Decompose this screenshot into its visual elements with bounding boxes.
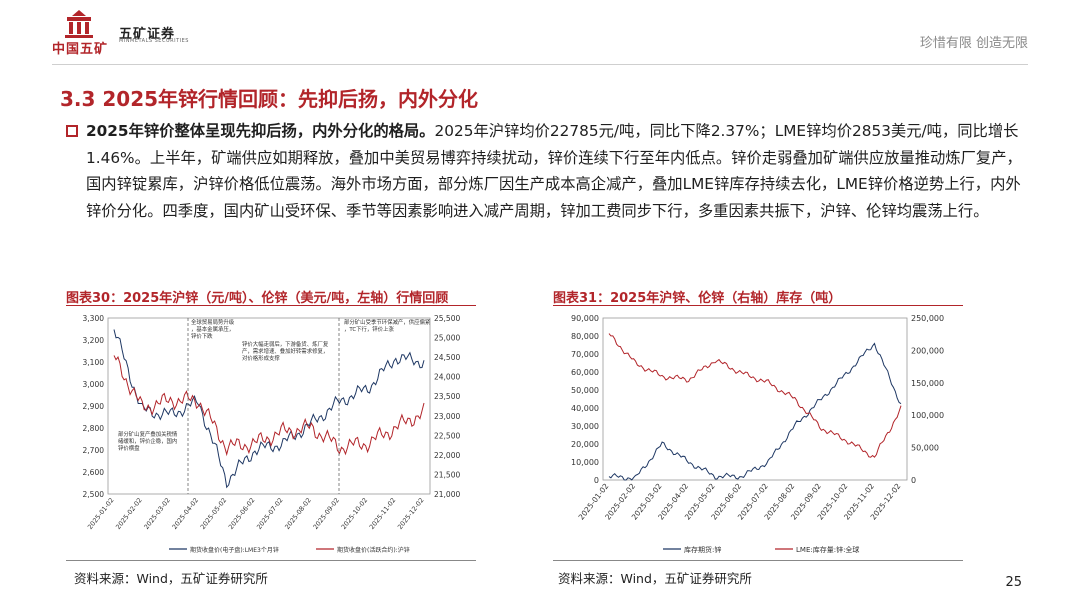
annotation-line: 绪缓和，锌价企稳，国内 (118, 437, 177, 445)
left-tick-label: 0 (594, 476, 599, 485)
series-line-0 (113, 329, 425, 489)
legend-label-1: LME:库存量:锌:全球 (796, 545, 859, 554)
right-tick-label: 24,500 (434, 353, 460, 362)
right-tick-label: 50,000 (911, 444, 939, 453)
right-tick-label: 22,000 (434, 451, 460, 460)
left-tick-label: 3,300 (83, 314, 105, 323)
brand-name: 五矿证券 (119, 27, 176, 42)
right-tick-label: 100,000 (911, 411, 944, 420)
left-tick-label: 3,200 (83, 336, 105, 345)
annotation-line: 锌价下跌 (191, 332, 213, 340)
slogan: 珍惜有限 创造无限 (919, 36, 1028, 51)
left-tick-label: 30,000 (571, 422, 599, 431)
annotation-line: 对价格形成支撑 (242, 354, 280, 362)
header-divider (52, 64, 1028, 65)
left-tick-label: 2,600 (83, 468, 105, 477)
series-line-1 (113, 355, 425, 457)
left-tick-label: 2,700 (83, 446, 105, 455)
left-tick-label: 50,000 (571, 386, 599, 395)
left-tick-label: 2,500 (83, 490, 105, 499)
right-tick-label: 200,000 (911, 346, 944, 355)
plot-frame (107, 317, 431, 495)
x-tick-label: 2025-11-02 (368, 496, 398, 531)
chart1-bottom-rule (66, 560, 476, 561)
right-tick-label: 250,000 (911, 314, 944, 323)
right-tick-label: 22,500 (434, 431, 460, 440)
x-tick-label: 2025-06-02 (227, 496, 257, 531)
chart1-title: 图表30：2025年沪锌（元/吨）、伦锌（美元/吨，左轴）行情回顾 (66, 291, 449, 306)
annotation-line: ，TC下行，锌价上涨 (344, 325, 394, 333)
chart2-source: 资料来源：Wind，五矿证券研究所 (558, 571, 752, 586)
x-tick-label: 2025-07-02 (255, 496, 285, 531)
chart2-zinc-inventory: 0 10,000 20,000 30,000 40,000 50,000 60,000 70,… (571, 314, 944, 554)
left-tick-label: 70,000 (571, 350, 599, 359)
legend-label-0: 期货收盘价(电子盘):LME3个月锌 (190, 546, 279, 554)
annotation-line: ，基本金属承压， (191, 325, 234, 333)
page-number: 25 (1005, 575, 1022, 590)
chart-annotation-2: 部分矿山复产叠加关税情绪缓和，锌价企稳，国内锌价横盘 (118, 430, 178, 452)
right-tick-label: 25,000 (434, 334, 460, 343)
square-bullet-icon (66, 125, 78, 137)
chart2-bottom-rule (553, 560, 963, 561)
chart2-title: 图表31：2025年沪锌、伦锌（右轴）库存（吨） (553, 291, 842, 306)
paragraph-lead: 2025年锌价整体呈现先抑后扬，内外分化的格局。 (86, 122, 435, 140)
left-tick-label: 3,100 (83, 358, 105, 367)
right-tick-label: 0 (911, 476, 916, 485)
right-tick-label: 23,000 (434, 412, 460, 421)
left-tick-label: 3,000 (83, 380, 105, 389)
brand-name-en: MINMETALS SECURITIES (119, 38, 189, 44)
annotation-line: 全球贸易局势升级 (191, 318, 235, 326)
company-name: 中国五矿 (52, 42, 109, 57)
paragraph-body: 2025年沪锌均价22785元/吨，同比下降2.37%；LME锌均价2853美元… (86, 122, 1022, 220)
x-tick-label: 2025-12-02 (396, 496, 426, 531)
left-tick-label: 20,000 (571, 440, 599, 449)
chart1-title-underline (66, 305, 476, 306)
right-tick-label: 23,500 (434, 392, 460, 401)
annotation-line: 部分矿山复产叠加关税情 (118, 430, 178, 438)
right-tick-label: 150,000 (911, 379, 944, 388)
x-tick-label: 2025-02-02 (114, 496, 144, 531)
legend-label-0: 库存期货:锌 (684, 545, 721, 554)
plot-frame (602, 317, 908, 481)
x-tick-label: 2025-09-02 (311, 496, 341, 531)
left-tick-label: 40,000 (571, 404, 599, 413)
annotation-line: 锌价大幅走弱后，下游备货、炼厂复 (242, 340, 329, 348)
right-tick-label: 24,000 (434, 373, 460, 382)
chart1-source: 资料来源：Wind，五矿证券研究所 (74, 571, 268, 586)
x-tick-label: 2025-08-02 (283, 496, 313, 531)
series-line-0 (608, 342, 902, 481)
chart-annotation-1: 锌价大幅走弱后，下游备货、炼厂复产，需求增速、叠加好转需求修复，对价格形成支撑 (242, 340, 329, 362)
legend-label-1: 期货收盘价(活跃合约):沪锌 (337, 546, 410, 554)
right-tick-label: 25,500 (434, 314, 460, 323)
x-tick-label: 2025-10-02 (340, 496, 370, 531)
left-tick-label: 2,800 (83, 424, 105, 433)
chart1-zinc-price: 2,500 2,600 2,700 2,800 2,900 3,000 3,100 3,200… (83, 314, 461, 554)
x-tick-label: 2025-04-02 (171, 496, 201, 531)
chart2-title-underline (553, 305, 963, 306)
right-tick-label: 21,500 (434, 470, 460, 479)
left-tick-label: 10,000 (571, 458, 599, 467)
left-tick-label: 2,900 (83, 402, 105, 411)
series-line-1 (608, 333, 902, 458)
x-tick-label: 2025-05-02 (199, 496, 229, 531)
annotation-line: 锌价横盘 (118, 444, 140, 452)
section-title: 3.3 2025年锌行情回顾：先抑后扬，内外分化 (60, 87, 479, 111)
x-tick-label: 2025-01-02 (86, 496, 116, 531)
left-tick-label: 90,000 (571, 314, 599, 323)
summary-paragraph: 2025年锌价整体呈现先抑后扬，内外分化的格局。2025年沪锌均价22785元/… (86, 118, 1034, 224)
right-tick-label: 21,000 (434, 490, 460, 499)
left-tick-label: 60,000 (571, 368, 599, 377)
annotation-line: 产，需求增速、叠加好转需求修复， (242, 347, 328, 355)
left-tick-label: 80,000 (571, 332, 599, 341)
chart-annotation-0: 全球贸易局势升级，基本金属承压，锌价下跌 (191, 318, 235, 340)
chart-annotation-3: 部分矿山受季节环保减产，供应偏紧，TC下行，锌价上涨 (344, 318, 431, 333)
china-minmetals-logo-icon (65, 10, 93, 38)
annotation-line: 部分矿山受季节环保减产，供应偏紧 (344, 318, 431, 326)
x-tick-label: 2025-03-02 (142, 496, 172, 531)
